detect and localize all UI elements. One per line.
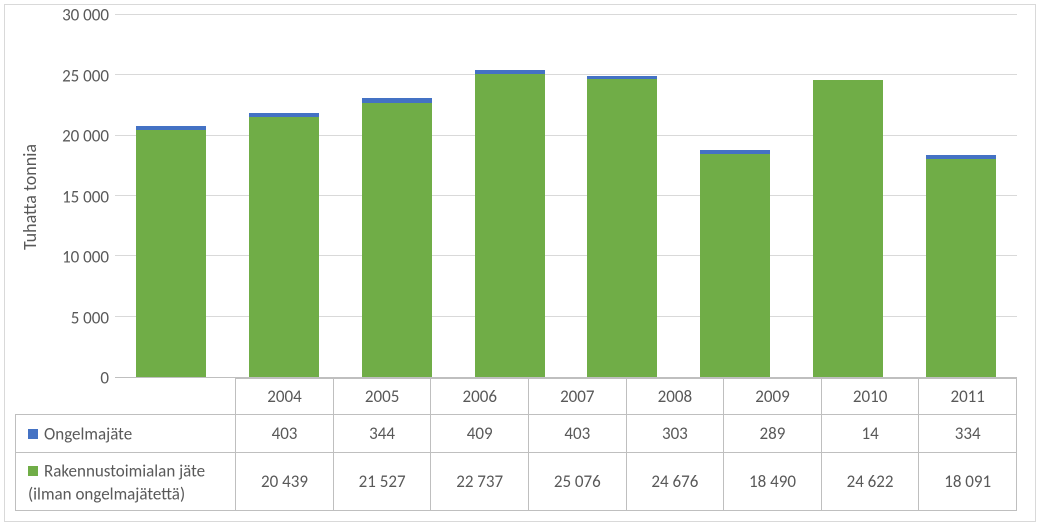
bar-slot [904, 15, 1017, 377]
y-tick-label: 25 000 [62, 65, 109, 86]
table-row: Ongelmajäte40334440940330328914334 [16, 415, 1017, 453]
plot-row: Tuhatta tonnia 05 00010 00015 00020 0002… [15, 15, 1017, 378]
table-category-header: 2005 [333, 379, 431, 415]
table-category-header: 2007 [529, 379, 627, 415]
bar-stack [249, 113, 319, 377]
bars-group [115, 15, 1017, 377]
legend-label: Ongelmajäte [44, 424, 132, 445]
table-cell: 22 737 [431, 453, 529, 511]
bar-stack [587, 76, 657, 378]
table-category-header: 2004 [236, 379, 334, 415]
y-tick-label: 5 000 [71, 307, 109, 328]
bar-segment [362, 103, 432, 377]
table-cell: 24 622 [821, 453, 919, 511]
bar-slot [679, 15, 792, 377]
table-cell: 409 [431, 415, 529, 453]
bar-slot [341, 15, 454, 377]
y-tick-label: 0 [100, 368, 109, 389]
bar-stack [813, 80, 883, 377]
bar-segment [700, 154, 770, 377]
table-category-header: 2011 [919, 379, 1017, 415]
legend-swatch [28, 429, 38, 439]
bar-slot [792, 15, 905, 377]
legend-swatch [28, 466, 38, 476]
table-cell: 403 [529, 415, 627, 453]
y-axis-tick-labels: 05 00010 00015 00020 00025 00030 000 [45, 15, 115, 378]
y-tick-label: 10 000 [62, 247, 109, 268]
table-cell: 25 076 [529, 453, 627, 511]
bar-stack [362, 98, 432, 377]
y-tick-label: 20 000 [62, 126, 109, 147]
table-cell: 289 [724, 415, 822, 453]
table-cell: 403 [236, 415, 334, 453]
bar-stack [136, 126, 206, 378]
bar-stack [700, 150, 770, 377]
legend-cell: Rakennustoimialan jäte(ilman ongelmajäte… [16, 453, 236, 511]
table-cell: 18 091 [919, 453, 1017, 511]
table-cell: 24 676 [626, 453, 724, 511]
y-tick-label: 15 000 [62, 186, 109, 207]
table-cell: 334 [919, 415, 1017, 453]
bar-segment [926, 159, 996, 377]
bar-stack [475, 70, 545, 378]
bar-segment [136, 130, 206, 377]
y-tick-label: 30 000 [62, 5, 109, 26]
table-category-header: 2009 [724, 379, 822, 415]
legend-label: Rakennustoimialan jäte(ilman ongelmajäte… [28, 461, 205, 504]
plot-area [115, 15, 1017, 378]
table-cell: 21 527 [333, 453, 431, 511]
bar-segment [813, 80, 883, 377]
table-category-header: 2008 [626, 379, 724, 415]
table-cell: 20 439 [236, 453, 334, 511]
table-category-header: 2010 [821, 379, 919, 415]
chart-data-table: 20042005200620072008200920102011 Ongelmaj… [15, 378, 1017, 511]
y-axis-title: Tuhatta tonnia [19, 144, 41, 250]
y-axis-title-container: Tuhatta tonnia [15, 15, 45, 378]
bar-slot [453, 15, 566, 377]
bar-slot [228, 15, 341, 377]
table-cell: 18 490 [724, 453, 822, 511]
table-corner-cell [16, 379, 236, 415]
bar-stack [926, 155, 996, 377]
bar-segment [249, 117, 319, 377]
chart-container: Tuhatta tonnia 0 5 000 10 000 15 000 20 000 2… [4, 4, 1036, 522]
bar-segment [475, 74, 545, 377]
bar-slot [115, 15, 228, 377]
bar-slot [566, 15, 679, 377]
table-cell: 303 [626, 415, 724, 453]
table-cell: 14 [821, 415, 919, 453]
table-category-header: 2006 [431, 379, 529, 415]
table-cell: 344 [333, 415, 431, 453]
bar-segment [587, 79, 657, 377]
legend-cell: Ongelmajäte [16, 415, 236, 453]
table-row: Rakennustoimialan jäte(ilman ongelmajäte… [16, 453, 1017, 511]
table-header-row: 20042005200620072008200920102011 [16, 379, 1017, 415]
